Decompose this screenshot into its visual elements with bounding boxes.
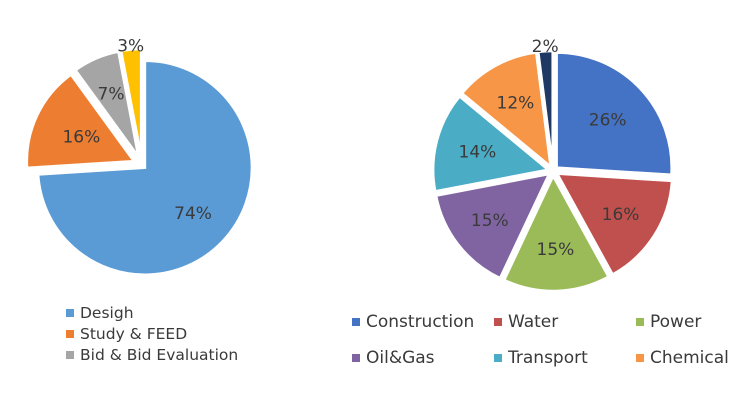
legend-label-oilandgas: Oil&Gas: [366, 348, 435, 368]
slice-label-desigh: 74%: [174, 204, 212, 224]
legend-swatch-oilandgas: [352, 354, 360, 362]
legend-label-construction: Construction: [366, 312, 474, 332]
slice-label-other: 3%: [117, 37, 144, 57]
pie-slice-bid-and-bid-evaluation: [73, 50, 140, 158]
legend: Construction Water Power Oil&Gas Transport Ch…: [352, 312, 729, 368]
pie-slice-water: [555, 172, 674, 277]
legend-swatch-power: [636, 318, 644, 326]
slice-label-construction: 26%: [589, 111, 627, 131]
legend-label-transport: Transport: [507, 348, 588, 368]
pie-slice-other: [536, 49, 554, 167]
legend-swatch-desigh: [66, 309, 74, 317]
legend-label-study-and-feed: Study & FEED: [80, 325, 187, 343]
pie-slice-power: [502, 173, 611, 293]
legend-swatch-chemical: [636, 354, 644, 362]
pie-slice-desigh: [36, 59, 254, 276]
legend-swatch-water: [494, 318, 502, 326]
slice-label-other: 2%: [532, 37, 559, 57]
legend-label-desigh: Desigh: [80, 304, 134, 322]
pie-slice-chemical: [460, 51, 553, 170]
legend-label-water: Water: [508, 312, 558, 332]
slice-label-chemical: 12%: [497, 94, 535, 114]
legend: Desigh Study & FEED Bid & Bid Evaluation: [66, 304, 238, 364]
slice-label-water: 16%: [602, 205, 640, 225]
legend-label-chemical: Chemical: [650, 348, 729, 368]
pie-slice-oilandgas: [434, 172, 552, 280]
slice-label-transport: 14%: [459, 143, 497, 163]
pie-slice-construction: [555, 51, 673, 177]
pie-chart-industry-sector: 26% 16% 15% 15% 14% 12% 2% Construction Water Pow…: [352, 37, 729, 368]
pie-chart-project-phase: 74% 16% 7% 3% Desigh Study & FEED Bid & Bid Ev…: [25, 37, 254, 364]
legend-swatch-transport: [494, 354, 502, 362]
pie-slice-study-and-feed: [25, 72, 137, 170]
legend-label-power: Power: [650, 312, 701, 332]
legend-swatch-construction: [352, 318, 360, 326]
legend-label-bid-and-bid-evaluation: Bid & Bid Evaluation: [80, 346, 238, 364]
slice-label-study-and-feed: 16%: [62, 127, 100, 147]
slice-label-bid-and-bid-evaluation: 7%: [98, 84, 125, 104]
legend-swatch-bid-and-bid-evaluation: [66, 351, 74, 359]
pie-slice-other: [119, 47, 143, 157]
slice-label-oilandgas: 15%: [471, 211, 509, 231]
pie-slice-transport: [431, 94, 552, 193]
slice-label-power: 15%: [537, 240, 575, 260]
legend-swatch-study-and-feed: [66, 330, 74, 338]
